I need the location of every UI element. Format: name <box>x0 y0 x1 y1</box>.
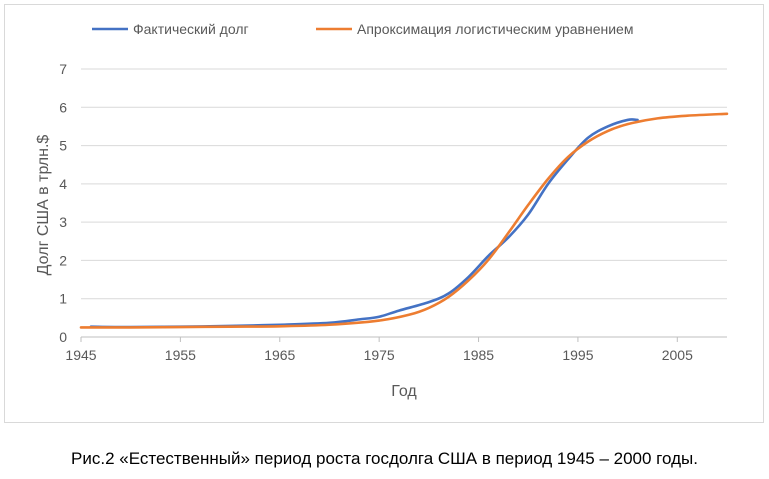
figure-caption: Рис.2 «Естественный» период роста госдол… <box>71 449 698 468</box>
series-line-logistic-approximation <box>79 112 729 329</box>
x-tick-label: 1955 <box>165 347 196 363</box>
x-axis <box>80 336 727 342</box>
chart-svg: 0 1 2 3 4 5 6 7 1945 1955 1965 1975 1985 1995 2005 Фа… <box>35 21 729 400</box>
legend: Фактический долг Апроксимация логистическ… <box>92 21 633 37</box>
y-tick-label: 7 <box>59 61 67 77</box>
gridlines <box>81 68 727 300</box>
x-tick-label: 1945 <box>65 347 96 363</box>
y-axis-ticks: 0 1 2 3 4 5 6 7 <box>59 61 67 345</box>
y-tick-label: 6 <box>59 99 67 115</box>
x-tick-label: 1965 <box>264 347 295 363</box>
x-axis-ticks: 1945 1955 1965 1975 1985 1995 2005 <box>65 347 693 363</box>
x-tick-label: 1985 <box>463 347 494 363</box>
chart-frame <box>4 4 764 423</box>
x-tick-label: 2005 <box>662 347 693 363</box>
series-line-actual-debt <box>89 118 639 329</box>
y-tick-label: 4 <box>59 176 67 192</box>
y-tick-label: 2 <box>59 252 67 268</box>
legend-label-logistic-approximation: Апроксимация логистическим уравнением <box>357 21 633 37</box>
y-tick-label: 0 <box>59 329 67 345</box>
y-tick-label: 1 <box>59 291 67 307</box>
legend-label-actual-debt: Фактический долг <box>133 21 249 37</box>
x-tick-label: 1975 <box>364 347 395 363</box>
y-axis-title: Долг США в трлн.$ <box>35 135 52 276</box>
x-tick-label: 1995 <box>562 347 593 363</box>
y-tick-label: 3 <box>59 214 67 230</box>
series-lines <box>79 112 729 329</box>
y-tick-label: 5 <box>59 138 67 154</box>
x-axis-title: Год <box>391 383 417 400</box>
